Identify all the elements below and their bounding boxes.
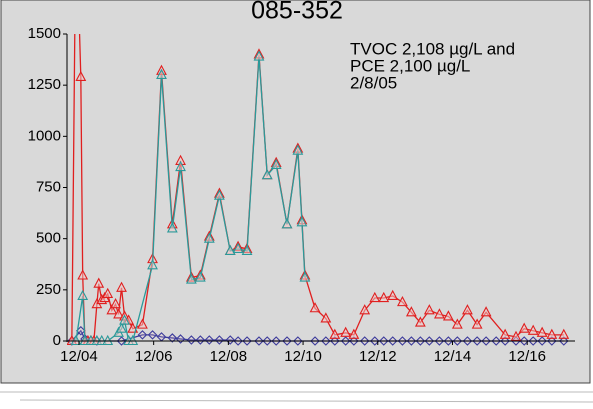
data-point [340, 326, 352, 337]
data-point [281, 218, 293, 229]
data-point [471, 318, 483, 329]
data-point [116, 322, 127, 333]
data-point [113, 308, 124, 319]
data-point [116, 281, 127, 292]
data-point [348, 328, 360, 339]
data-point [499, 328, 511, 339]
data-point [518, 322, 530, 333]
data-point [185, 273, 197, 284]
data-point [558, 328, 570, 339]
data-point [166, 222, 178, 233]
data-point [253, 50, 265, 61]
data-point [359, 304, 371, 315]
annotation: PCE 2,100 µg/L [350, 56, 470, 75]
data-point [292, 144, 304, 155]
data-point [167, 333, 178, 343]
data-point [204, 335, 215, 345]
data-point [102, 334, 114, 346]
data-point [93, 277, 105, 288]
data-point [156, 68, 167, 79]
y-tick-label: 1500 [28, 25, 61, 42]
data-point [127, 334, 139, 346]
data-point [433, 308, 445, 319]
data-point [261, 169, 273, 180]
data-point [213, 189, 225, 200]
data-point [320, 312, 332, 323]
data-point [147, 259, 158, 270]
y-tick-label: 250 [36, 281, 61, 298]
data-point [137, 330, 148, 340]
y-tick-label: 1250 [28, 76, 61, 93]
plot [67, 34, 570, 346]
y-tick-label: 750 [36, 178, 61, 195]
data-point [387, 289, 399, 301]
data-point [480, 306, 492, 317]
frame-decoration [0, 391, 593, 403]
data-point [369, 291, 381, 303]
data-point [462, 304, 473, 315]
x-tick-label: 12/16 [508, 348, 546, 365]
data-point [119, 314, 130, 325]
x-tick-label: 12/08 [210, 348, 248, 365]
data-point [270, 158, 282, 170]
data-point [137, 318, 148, 329]
data-point [241, 244, 253, 255]
data-point [442, 310, 454, 321]
y-tick-label: 500 [36, 230, 61, 247]
data-point [214, 335, 225, 345]
x-tick-label: 12/06 [135, 348, 173, 365]
data-point [186, 335, 197, 345]
data-point [309, 302, 321, 313]
data-point [70, 334, 82, 346]
data-point [546, 328, 558, 339]
data-point [147, 330, 158, 340]
data-point [296, 216, 308, 227]
data-point [75, 70, 87, 82]
data-point [299, 271, 311, 282]
annotation: TVOC 2,108 µg/L and [350, 39, 515, 58]
x-tick-label: 12/12 [359, 348, 397, 365]
data-point [405, 306, 417, 317]
data-point [203, 232, 215, 243]
data-point [224, 244, 236, 255]
data-point [451, 318, 463, 329]
data-point [195, 335, 206, 345]
data-point [232, 242, 244, 253]
data-point [378, 291, 390, 303]
data-point [527, 324, 539, 335]
data-point [423, 304, 435, 315]
x-tick-label: 12/04 [60, 348, 98, 365]
data-point [536, 326, 548, 337]
y-tick-label: 1000 [28, 127, 61, 144]
annotation: 2/8/05 [350, 73, 397, 92]
data-point [77, 269, 89, 280]
data-point [194, 271, 206, 282]
x-tick-label: 12/10 [284, 348, 322, 365]
data-point [77, 289, 89, 301]
data-point [102, 287, 114, 298]
x-tick-label: 12/14 [434, 348, 472, 365]
data-point [397, 295, 408, 307]
chart-title: 085-352 [251, 0, 343, 25]
data-point [329, 328, 341, 339]
data-point [175, 160, 186, 172]
data-point [225, 335, 236, 345]
data-point [106, 304, 118, 315]
y-tick-label: 0 [53, 332, 61, 349]
data-point [110, 297, 121, 309]
data-point [510, 330, 522, 341]
data-point [414, 316, 426, 327]
